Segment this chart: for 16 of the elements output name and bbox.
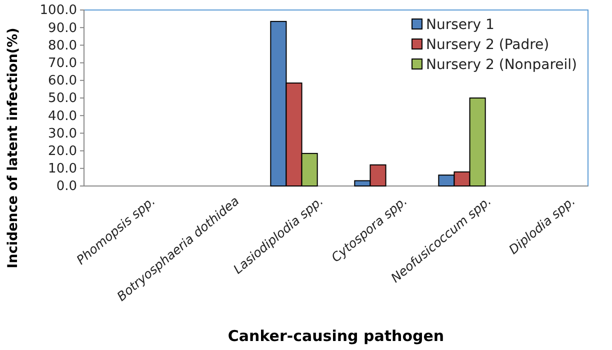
y-tick-label: 10.0 — [48, 162, 77, 177]
y-tick-label: 90.0 — [48, 20, 77, 36]
y-tick-label: 50.0 — [48, 91, 77, 106]
y-tick-label: 70.0 — [48, 56, 77, 71]
y-axis-title: Incidence of latent infection(%) — [5, 28, 21, 268]
legend-label: Nursery 2 (Padre) — [426, 37, 550, 53]
y-tick-label: 40.0 — [48, 108, 77, 124]
y-tick-label: 80.0 — [48, 38, 77, 54]
y-tick-label: 20.0 — [48, 144, 77, 159]
y-tick-label: 30.0 — [48, 126, 77, 142]
y-tick-label: 60.0 — [48, 74, 77, 89]
y-tick-label: 0.0 — [56, 179, 77, 194]
legend-label: Nursery 1 — [426, 17, 494, 33]
x-axis-title: Canker-causing pathogen — [228, 327, 444, 345]
legend-label: Nursery 2 (Nonpareil) — [426, 57, 577, 73]
y-tick-label: 100.0 — [40, 3, 77, 18]
